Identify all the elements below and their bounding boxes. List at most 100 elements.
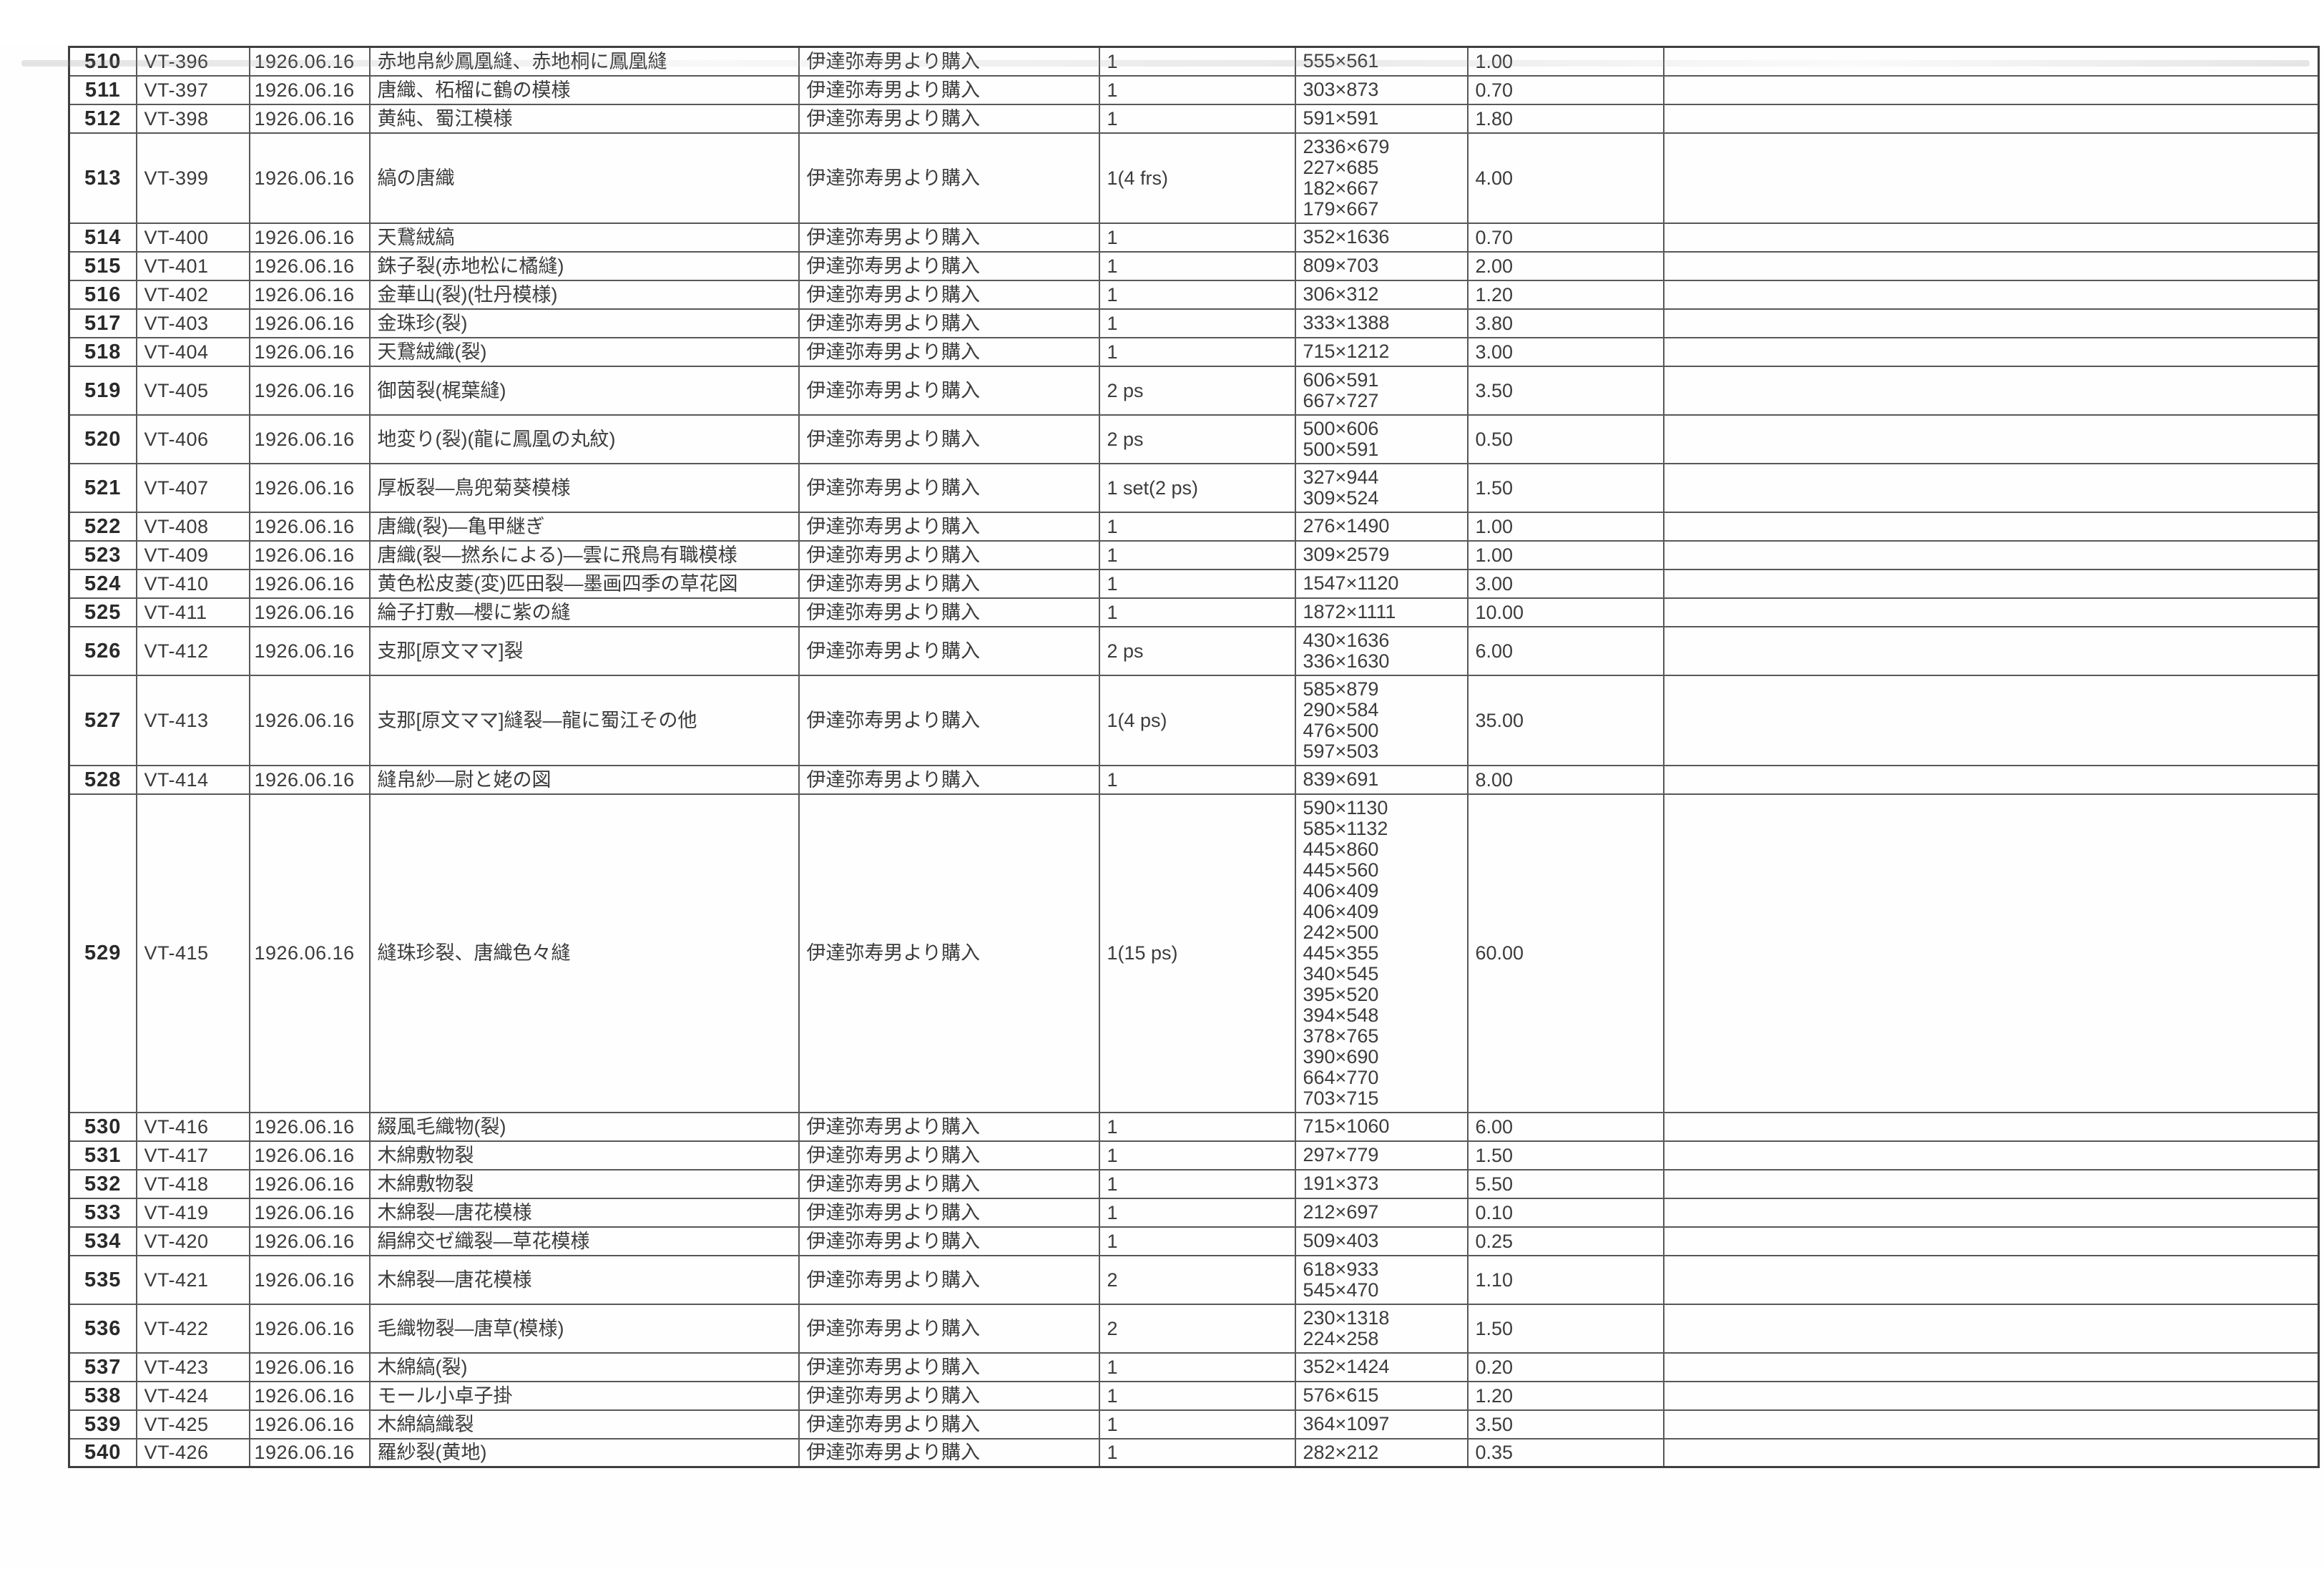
quantity-cell: 1 (1098, 511, 1296, 542)
accession-code-cell: VT-426 (135, 1437, 250, 1468)
dimensions-cell: 364×1097 (1294, 1409, 1469, 1440)
accession-code-cell: VT-406 (135, 414, 250, 464)
row-number-cell: 526 (68, 625, 137, 676)
notes-cell (1662, 1409, 2320, 1440)
quantity-cell: 1 (1098, 539, 1296, 570)
table-row: 531 VT-417 1926.06.16 木綿敷物裂 伊達弥寿男より購入 1 … (68, 1140, 2320, 1170)
accession-code-cell: VT-411 (135, 597, 250, 627)
quantity-cell: 1 (1098, 279, 1296, 310)
quantity-cell: 2 ps (1098, 365, 1296, 416)
accession-code-cell: VT-415 (135, 793, 250, 1113)
acquisition-source-cell: 伊達弥寿男より購入 (798, 511, 1100, 542)
date-cell: 1926.06.16 (248, 462, 371, 513)
description-cell: 縫帛紗―尉と姥の図 (368, 764, 800, 795)
accession-code-cell: VT-398 (135, 103, 250, 134)
quantity-cell: 1 (1098, 1140, 1296, 1170)
description-cell: 黄色松皮菱(変)匹田裂―墨画四季の草花図 (368, 568, 800, 599)
price-cell: 0.70 (1466, 222, 1664, 253)
dimensions-cell: 715×1060 (1294, 1111, 1469, 1142)
accession-code-cell: VT-416 (135, 1111, 250, 1142)
description-cell: 木綿縞(裂) (368, 1352, 800, 1382)
quantity-cell: 1 (1098, 222, 1296, 253)
dimensions-cell: 327×944 309×524 (1294, 462, 1469, 513)
notes-cell (1662, 764, 2320, 795)
description-cell: 地変り(裂)(龍に鳳凰の丸紋) (368, 414, 800, 464)
description-cell: 銖子裂(赤地松に橘縫) (368, 250, 800, 281)
notes-cell (1662, 1168, 2320, 1199)
row-number-cell: 537 (68, 1352, 137, 1382)
acquisition-source-cell: 伊達弥寿男より購入 (798, 1226, 1100, 1256)
acquisition-source-cell: 伊達弥寿男より購入 (798, 132, 1100, 224)
table-row: 520 VT-406 1926.06.16 地変り(裂)(龍に鳳凰の丸紋) 伊達… (68, 414, 2320, 464)
notes-cell (1662, 568, 2320, 599)
notes-cell (1662, 1197, 2320, 1228)
price-cell: 1.00 (1466, 539, 1664, 570)
table-row: 537 VT-423 1926.06.16 木綿縞(裂) 伊達弥寿男より購入 1… (68, 1352, 2320, 1382)
row-number-cell: 527 (68, 674, 137, 766)
row-number-cell: 529 (68, 793, 137, 1113)
table-row: 524 VT-410 1926.06.16 黄色松皮菱(変)匹田裂―墨画四季の草… (68, 568, 2320, 599)
scanned-register-page: 510 VT-396 1926.06.16 赤地帛紗鳳凰縫、赤地桐に鳳凰縫 伊達… (0, 46, 2324, 1569)
quantity-cell: 1(15 ps) (1098, 793, 1296, 1113)
notes-cell (1662, 365, 2320, 416)
quantity-cell: 1 set(2 ps) (1098, 462, 1296, 513)
table-row: 539 VT-425 1926.06.16 木綿縞織裂 伊達弥寿男より購入 1 … (68, 1409, 2320, 1440)
price-cell: 10.00 (1466, 597, 1664, 627)
acquisition-source-cell: 伊達弥寿男より購入 (798, 414, 1100, 464)
description-cell: 支那[原文ママ]縫裂―龍に蜀江その他 (368, 674, 800, 766)
row-number-cell: 531 (68, 1140, 137, 1170)
dimensions-cell: 715×1212 (1294, 336, 1469, 367)
row-number-cell: 528 (68, 764, 137, 795)
price-cell: 3.00 (1466, 336, 1664, 367)
price-cell: 60.00 (1466, 793, 1664, 1113)
acquisition-source-cell: 伊達弥寿男より購入 (798, 308, 1100, 338)
quantity-cell: 1 (1098, 250, 1296, 281)
description-cell: 木綿裂―唐花模様 (368, 1254, 800, 1305)
quantity-cell: 1 (1098, 597, 1296, 627)
row-number-cell: 515 (68, 250, 137, 281)
date-cell: 1926.06.16 (248, 625, 371, 676)
accession-code-cell: VT-405 (135, 365, 250, 416)
date-cell: 1926.06.16 (248, 308, 371, 338)
dimensions-cell: 230×1318 224×258 (1294, 1303, 1469, 1354)
description-cell: 木綿敷物裂 (368, 1168, 800, 1199)
dimensions-cell: 591×591 (1294, 103, 1469, 134)
notes-cell (1662, 74, 2320, 105)
description-cell: 羅紗裂(黄地) (368, 1437, 800, 1468)
dimensions-cell: 1547×1120 (1294, 568, 1469, 599)
price-cell: 1.20 (1466, 279, 1664, 310)
price-cell: 0.10 (1466, 1197, 1664, 1228)
quantity-cell: 1 (1098, 1168, 1296, 1199)
quantity-cell: 1 (1098, 1380, 1296, 1411)
row-number-cell: 533 (68, 1197, 137, 1228)
description-cell: 綸子打敷―櫻に紫の縫 (368, 597, 800, 627)
date-cell: 1926.06.16 (248, 222, 371, 253)
table-row: 534 VT-420 1926.06.16 絹綿交ゼ織裂―草花模様 伊達弥寿男よ… (68, 1226, 2320, 1256)
quantity-cell: 1 (1098, 1352, 1296, 1382)
price-cell: 2.00 (1466, 250, 1664, 281)
row-number-cell: 510 (68, 46, 137, 77)
date-cell: 1926.06.16 (248, 597, 371, 627)
acquisition-source-cell: 伊達弥寿男より購入 (798, 1254, 1100, 1305)
notes-cell (1662, 336, 2320, 367)
row-number-cell: 520 (68, 414, 137, 464)
dimensions-cell: 309×2579 (1294, 539, 1469, 570)
table-row: 523 VT-409 1926.06.16 唐織(裂―撚糸による)―雲に飛鳥有職… (68, 539, 2320, 570)
acquisition-source-cell: 伊達弥寿男より購入 (798, 1409, 1100, 1440)
table-row: 526 VT-412 1926.06.16 支那[原文ママ]裂 伊達弥寿男より購… (68, 625, 2320, 676)
date-cell: 1926.06.16 (248, 279, 371, 310)
accession-code-cell: VT-417 (135, 1140, 250, 1170)
row-number-cell: 535 (68, 1254, 137, 1305)
notes-cell (1662, 414, 2320, 464)
price-cell: 1.80 (1466, 103, 1664, 134)
accession-code-cell: VT-407 (135, 462, 250, 513)
table-row: 540 VT-426 1926.06.16 羅紗裂(黄地) 伊達弥寿男より購入 … (68, 1437, 2320, 1468)
price-cell: 8.00 (1466, 764, 1664, 795)
row-number-cell: 521 (68, 462, 137, 513)
date-cell: 1926.06.16 (248, 74, 371, 105)
notes-cell (1662, 539, 2320, 570)
dimensions-cell: 212×697 (1294, 1197, 1469, 1228)
date-cell: 1926.06.16 (248, 1303, 371, 1354)
row-number-cell: 538 (68, 1380, 137, 1411)
description-cell: 木綿裂―唐花模様 (368, 1197, 800, 1228)
